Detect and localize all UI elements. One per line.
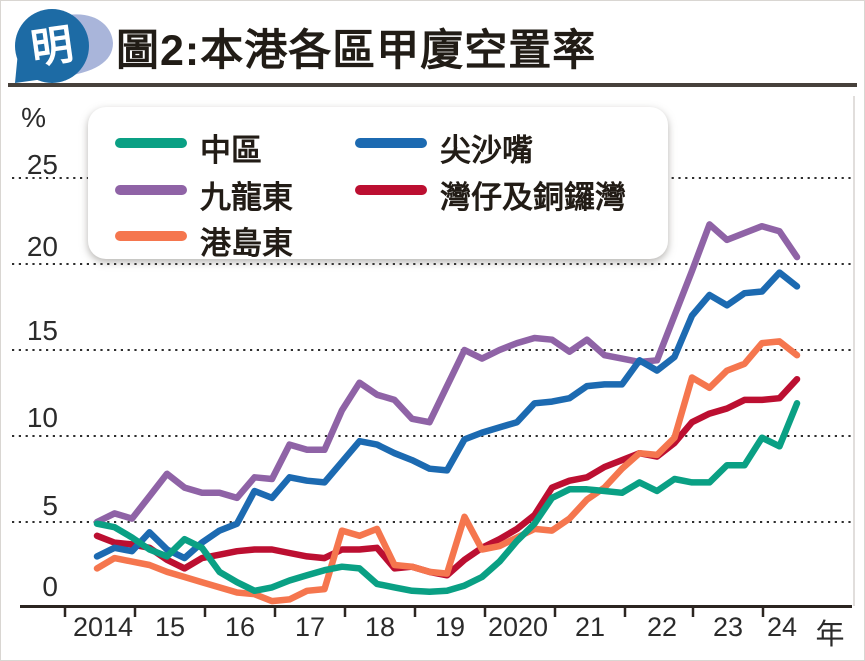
legend-label-island-east: 港島東 — [200, 226, 293, 261]
series-line-1 — [93, 221, 801, 526]
legend-swatch-island-east — [115, 231, 187, 241]
legend-swatch-tsim-sha-tsui — [355, 138, 427, 148]
x-axis-label-17: 17 — [294, 612, 326, 642]
y-axis-label-20: 20 — [26, 231, 58, 262]
legend-swatch-central — [115, 138, 187, 148]
y-axis-label-15: 15 — [26, 315, 58, 346]
logo-bubble — [15, 9, 89, 83]
legend-label-tsim-sha-tsui: 尖沙嘴 — [440, 133, 533, 168]
logo-glyph: 明 — [28, 22, 76, 73]
series-line-2 — [93, 338, 801, 605]
logo-bubble-tail — [15, 52, 44, 83]
legend-swatch-kowloon-east — [115, 185, 187, 195]
x-axis-label-2014: 2014 — [72, 612, 134, 642]
x-axis-label-16: 16 — [224, 612, 256, 642]
legend-label-kowloon-east: 九龍東 — [200, 180, 293, 215]
y-axis-label-0: 0 — [42, 571, 58, 602]
y-axis-label-10: 10 — [26, 402, 58, 433]
x-axis-label-23: 23 — [712, 612, 744, 642]
x-axis-suffix-year: 年 — [815, 619, 845, 651]
x-axis-label-15: 15 — [154, 612, 186, 642]
x-axis-label-24: 24 — [766, 612, 798, 642]
series-line-3 — [93, 269, 801, 562]
header-rule — [8, 83, 857, 87]
y-axis-label-25: 25 — [26, 149, 58, 180]
x-axis-label-18: 18 — [364, 612, 396, 642]
x-axis-label-19: 19 — [434, 612, 466, 642]
legend-label-central: 中區 — [200, 133, 262, 168]
x-axis-label-2020: 2020 — [487, 612, 549, 642]
legend: 中區 九龍東 港島東 尖沙嘴 灣仔及銅鑼灣 — [88, 107, 668, 261]
x-axis-label-21: 21 — [574, 612, 606, 642]
legend-label-wanchai-causeway-bay: 灣仔及銅鑼灣 — [440, 180, 626, 215]
y-axis-unit: % — [21, 102, 46, 133]
x-axis-label-22: 22 — [646, 612, 678, 642]
legend-swatch-wanchai-causeway-bay — [355, 185, 427, 195]
series-line-0 — [93, 400, 801, 595]
page-title: 圖2:本港各區甲廈空置率 — [116, 27, 597, 75]
y-axis-label-5: 5 — [42, 490, 58, 521]
mingpao-logo: 明 — [15, 9, 113, 83]
